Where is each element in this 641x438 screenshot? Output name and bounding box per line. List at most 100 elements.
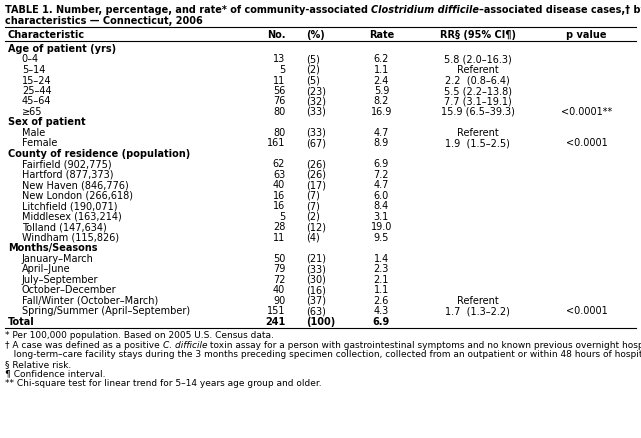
Text: § Relative risk.: § Relative risk.	[5, 359, 71, 368]
Text: 6.9: 6.9	[374, 159, 389, 169]
Text: 7.2: 7.2	[374, 170, 389, 180]
Text: Spring/Summer (April–September): Spring/Summer (April–September)	[22, 306, 190, 316]
Text: 3.1: 3.1	[374, 212, 389, 222]
Text: long-term–care facility stays during the 3 months preceding specimen collection,: long-term–care facility stays during the…	[5, 350, 641, 359]
Text: Middlesex (163,214): Middlesex (163,214)	[22, 212, 122, 222]
Text: 6.2: 6.2	[374, 54, 389, 64]
Text: 5: 5	[279, 212, 285, 222]
Text: 16: 16	[273, 191, 285, 201]
Text: 40: 40	[273, 285, 285, 295]
Text: 90: 90	[273, 295, 285, 305]
Text: 62: 62	[273, 159, 285, 169]
Text: 8.2: 8.2	[374, 96, 389, 106]
Text: Fall/Winter (October–March): Fall/Winter (October–March)	[22, 295, 158, 305]
Text: January–March: January–March	[22, 254, 94, 263]
Text: 72: 72	[272, 274, 285, 284]
Text: 1.7  (1.3–2.2): 1.7 (1.3–2.2)	[445, 306, 510, 316]
Text: Female: Female	[22, 138, 57, 148]
Text: 79: 79	[273, 264, 285, 274]
Text: RR§ (95% CI¶): RR§ (95% CI¶)	[440, 30, 515, 40]
Text: 80: 80	[273, 107, 285, 117]
Text: 16: 16	[273, 201, 285, 211]
Text: No.: No.	[267, 30, 285, 40]
Text: characteristics — Connecticut, 2006: characteristics — Connecticut, 2006	[5, 16, 203, 26]
Text: 8.9: 8.9	[374, 138, 389, 148]
Text: 6.0: 6.0	[374, 191, 389, 201]
Text: toxin assay for a person with gastrointestinal symptoms and no known previous ov: toxin assay for a person with gastrointe…	[207, 340, 641, 349]
Text: New London (266,618): New London (266,618)	[22, 191, 133, 201]
Text: (100): (100)	[306, 316, 336, 326]
Text: 28: 28	[273, 222, 285, 232]
Text: 9.5: 9.5	[374, 233, 389, 243]
Text: (32): (32)	[306, 96, 326, 106]
Text: 16.9: 16.9	[370, 107, 392, 117]
Text: 241: 241	[265, 316, 285, 326]
Text: (%): (%)	[306, 30, 325, 40]
Text: 63: 63	[273, 170, 285, 180]
Text: (16): (16)	[306, 285, 326, 295]
Text: (2): (2)	[306, 65, 320, 75]
Text: 40: 40	[273, 180, 285, 190]
Text: (26): (26)	[306, 159, 326, 169]
Text: 45–64: 45–64	[22, 96, 51, 106]
Text: 6.9: 6.9	[373, 316, 390, 326]
Text: (4): (4)	[306, 233, 320, 243]
Text: (33): (33)	[306, 107, 326, 117]
Text: 0–4: 0–4	[22, 54, 39, 64]
Text: (5): (5)	[306, 75, 320, 85]
Text: 2.1: 2.1	[374, 274, 389, 284]
Text: April–June: April–June	[22, 264, 71, 274]
Text: † A case was defined as a positive: † A case was defined as a positive	[5, 340, 163, 349]
Text: 15–24: 15–24	[22, 75, 51, 85]
Text: 2.6: 2.6	[374, 295, 389, 305]
Text: Age of patient (yrs): Age of patient (yrs)	[8, 44, 116, 54]
Text: Hartford (877,373): Hartford (877,373)	[22, 170, 113, 180]
Text: 5: 5	[279, 65, 285, 75]
Text: 5.8 (2.0–16.3): 5.8 (2.0–16.3)	[444, 54, 512, 64]
Text: (17): (17)	[306, 180, 326, 190]
Text: 50: 50	[273, 254, 285, 263]
Text: 4.7: 4.7	[374, 180, 389, 190]
Text: Rate: Rate	[369, 30, 394, 40]
Text: 80: 80	[273, 128, 285, 138]
Text: Windham (115,826): Windham (115,826)	[22, 233, 119, 243]
Text: ≥65: ≥65	[22, 107, 42, 117]
Text: October–December: October–December	[22, 285, 117, 295]
Text: 5–14: 5–14	[22, 65, 45, 75]
Text: 5.5 (2.2–13.8): 5.5 (2.2–13.8)	[444, 86, 512, 96]
Text: 7.7 (3.1–19.1): 7.7 (3.1–19.1)	[444, 96, 512, 106]
Text: –associated disease cases,† by selected: –associated disease cases,† by selected	[479, 5, 641, 15]
Text: (2): (2)	[306, 212, 320, 222]
Text: Months/Seasons: Months/Seasons	[8, 243, 97, 253]
Text: C. difficile: C. difficile	[163, 340, 207, 349]
Text: Clostridium difficile: Clostridium difficile	[371, 5, 479, 15]
Text: 1.1: 1.1	[374, 285, 389, 295]
Text: (5): (5)	[306, 54, 320, 64]
Text: 1.4: 1.4	[374, 254, 389, 263]
Text: (63): (63)	[306, 306, 326, 316]
Text: ** Chi-square test for linear trend for 5–14 years age group and older.: ** Chi-square test for linear trend for …	[5, 378, 322, 387]
Text: 76: 76	[273, 96, 285, 106]
Text: (33): (33)	[306, 264, 326, 274]
Text: County of residence (population): County of residence (population)	[8, 148, 190, 159]
Text: Referent: Referent	[456, 295, 499, 305]
Text: Referent: Referent	[456, 65, 499, 75]
Text: New Haven (846,776): New Haven (846,776)	[22, 180, 129, 190]
Text: Characteristic: Characteristic	[8, 30, 85, 40]
Text: 25–44: 25–44	[22, 86, 51, 96]
Text: ¶ Confidence interval.: ¶ Confidence interval.	[5, 369, 106, 378]
Text: Tolland (147,634): Tolland (147,634)	[22, 222, 106, 232]
Text: <0.0001: <0.0001	[565, 138, 608, 148]
Text: Total: Total	[8, 316, 35, 326]
Text: <0.0001: <0.0001	[565, 306, 608, 316]
Text: Referent: Referent	[456, 128, 499, 138]
Text: July–September: July–September	[22, 274, 98, 284]
Text: * Per 100,000 population. Based on 2005 U.S. Census data.: * Per 100,000 population. Based on 2005 …	[5, 331, 274, 340]
Text: 1.1: 1.1	[374, 65, 389, 75]
Text: 56: 56	[273, 86, 285, 96]
Text: (30): (30)	[306, 274, 326, 284]
Text: 4.7: 4.7	[374, 128, 389, 138]
Text: (26): (26)	[306, 170, 326, 180]
Text: 2.3: 2.3	[374, 264, 389, 274]
Text: 2.4: 2.4	[374, 75, 389, 85]
